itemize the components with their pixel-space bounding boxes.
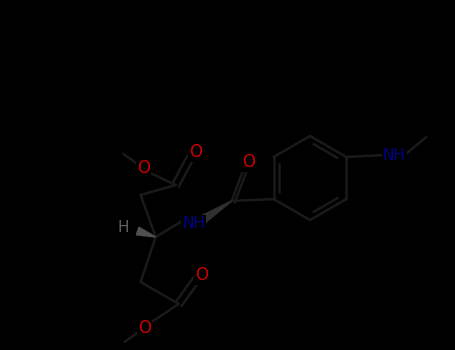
Text: O: O <box>242 153 255 171</box>
Text: O: O <box>137 159 150 177</box>
Text: O: O <box>195 266 208 284</box>
Polygon shape <box>202 201 232 222</box>
Text: H: H <box>118 219 129 234</box>
Polygon shape <box>136 227 156 237</box>
Text: NH: NH <box>383 147 406 162</box>
Text: NH: NH <box>182 216 205 231</box>
Text: O: O <box>189 143 202 161</box>
Text: O: O <box>138 319 151 337</box>
